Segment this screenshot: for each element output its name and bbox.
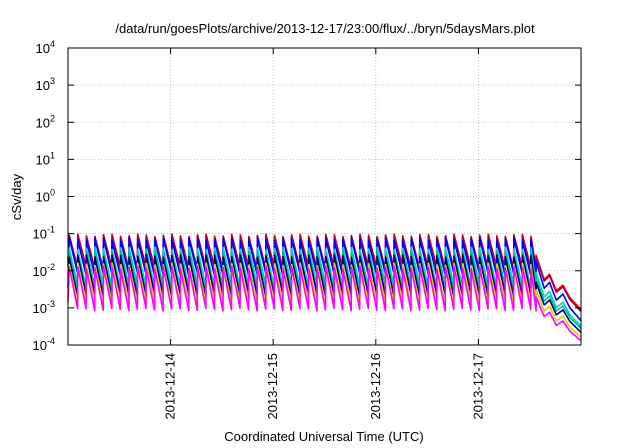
x-tick-label: 2013-12-16 [368, 353, 383, 420]
y-tick-label: 10-2 [33, 262, 55, 279]
series-layer [67, 233, 582, 342]
y-tick-label: 104 [36, 39, 55, 56]
series-line [67, 265, 582, 342]
x-axis-label: Coordinated Universal Time (UTC) [224, 429, 423, 444]
y-tick-label: 10-1 [33, 225, 55, 242]
y-axis: 10-4 10-3 10-2 10-1 100 101 102 103 104 [33, 39, 581, 353]
chart-title: /data/run/goesPlots/archive/2013-12-17/2… [115, 21, 535, 36]
x-tick-label: 2013-12-17 [470, 353, 485, 420]
x-tick-label: 2013-12-15 [265, 353, 280, 420]
y-tick-label: 101 [36, 150, 55, 167]
y-tick-label: 103 [36, 76, 55, 93]
y-axis-label: cSv/day [9, 173, 24, 220]
y-tick-label: 102 [36, 113, 55, 130]
x-tick-label: 2013-12-14 [163, 353, 178, 420]
x-axis: 2013-12-14 2013-12-15 2013-12-16 2013-12-17 [163, 48, 485, 420]
y-tick-label: 100 [36, 188, 55, 205]
y-tick-label: 10-3 [33, 299, 55, 316]
y-tick-label: 10-4 [33, 336, 55, 353]
